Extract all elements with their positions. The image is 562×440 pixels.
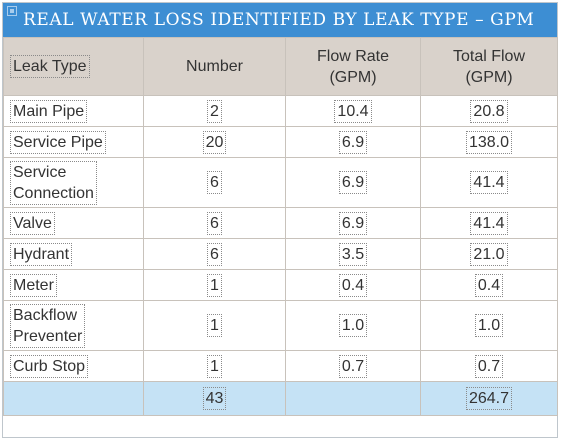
- header-flow-rate: Flow Rate (GPM): [285, 37, 421, 96]
- number-cell: 6: [143, 157, 286, 208]
- table-row: Valve 6 6.9 41.4: [3, 207, 558, 239]
- table-title-bar: REAL WATER LOSS IDENTIFIED BY LEAK TYPE …: [3, 3, 557, 37]
- number-cell: 20: [143, 126, 286, 158]
- total-flow-cell: 20.8: [420, 95, 558, 127]
- leak-type-cell: Service Connection: [3, 157, 144, 208]
- totals-row: 43 264.7: [3, 381, 558, 416]
- header-row: Leak Type Number Flow Rate (GPM) Total F…: [3, 37, 558, 96]
- total-flow-cell: 0.4: [420, 269, 558, 301]
- flow-rate-cell: 6.9: [285, 126, 421, 158]
- total-flow-cell: 0.7: [420, 350, 558, 382]
- total-flow-cell: 21.0: [420, 238, 558, 270]
- flow-rate-cell: 0.4: [285, 269, 421, 301]
- number-cell: 2: [143, 95, 286, 127]
- leak-type-cell: Hydrant: [3, 238, 144, 270]
- table-icon: [7, 6, 17, 16]
- leak-type-cell: Main Pipe: [3, 95, 144, 127]
- totals-label-cell: [3, 381, 144, 416]
- total-flow-cell: 41.4: [420, 157, 558, 208]
- total-flow-sum-cell: 264.7: [420, 381, 558, 416]
- totals-flow-rate-cell: [285, 381, 421, 416]
- flow-rate-cell: 3.5: [285, 238, 421, 270]
- leak-type-cell: Backflow Preventer: [3, 300, 144, 351]
- table-row: Service Connection 6 6.9 41.4: [3, 157, 558, 208]
- leak-type-cell: Curb Stop: [3, 350, 144, 382]
- table-row: Hydrant 6 3.5 21.0: [3, 238, 558, 270]
- table-row: Main Pipe 2 10.4 20.8: [3, 95, 558, 127]
- number-cell: 6: [143, 238, 286, 270]
- leak-type-cell: Service Pipe: [3, 126, 144, 158]
- header-leak-type: Leak Type: [3, 37, 144, 96]
- header-number: Number: [143, 37, 286, 96]
- table-row: Meter 1 0.4 0.4: [3, 269, 558, 301]
- leak-type-cell: Meter: [3, 269, 144, 301]
- flow-rate-cell: 1.0: [285, 300, 421, 351]
- header-total-flow: Total Flow (GPM): [420, 37, 558, 96]
- total-flow-cell: 41.4: [420, 207, 558, 239]
- table-row: Curb Stop 1 0.7 0.7: [3, 350, 558, 382]
- total-flow-cell: 1.0: [420, 300, 558, 351]
- leak-type-cell: Valve: [3, 207, 144, 239]
- flow-rate-cell: 10.4: [285, 95, 421, 127]
- leak-table: Leak Type Number Flow Rate (GPM) Total F…: [3, 37, 558, 416]
- number-cell: 1: [143, 300, 286, 351]
- flow-rate-cell: 0.7: [285, 350, 421, 382]
- number-cell: 6: [143, 207, 286, 239]
- number-cell: 1: [143, 350, 286, 382]
- number-cell: 1: [143, 269, 286, 301]
- table-title: REAL WATER LOSS IDENTIFIED BY LEAK TYPE …: [23, 10, 535, 30]
- flow-rate-cell: 6.9: [285, 157, 421, 208]
- total-flow-cell: 138.0: [420, 126, 558, 158]
- flow-rate-cell: 6.9: [285, 207, 421, 239]
- total-number-cell: 43: [143, 381, 286, 416]
- table-row: Service Pipe 20 6.9 138.0: [3, 126, 558, 158]
- table-row: Backflow Preventer 1 1.0 1.0: [3, 300, 558, 351]
